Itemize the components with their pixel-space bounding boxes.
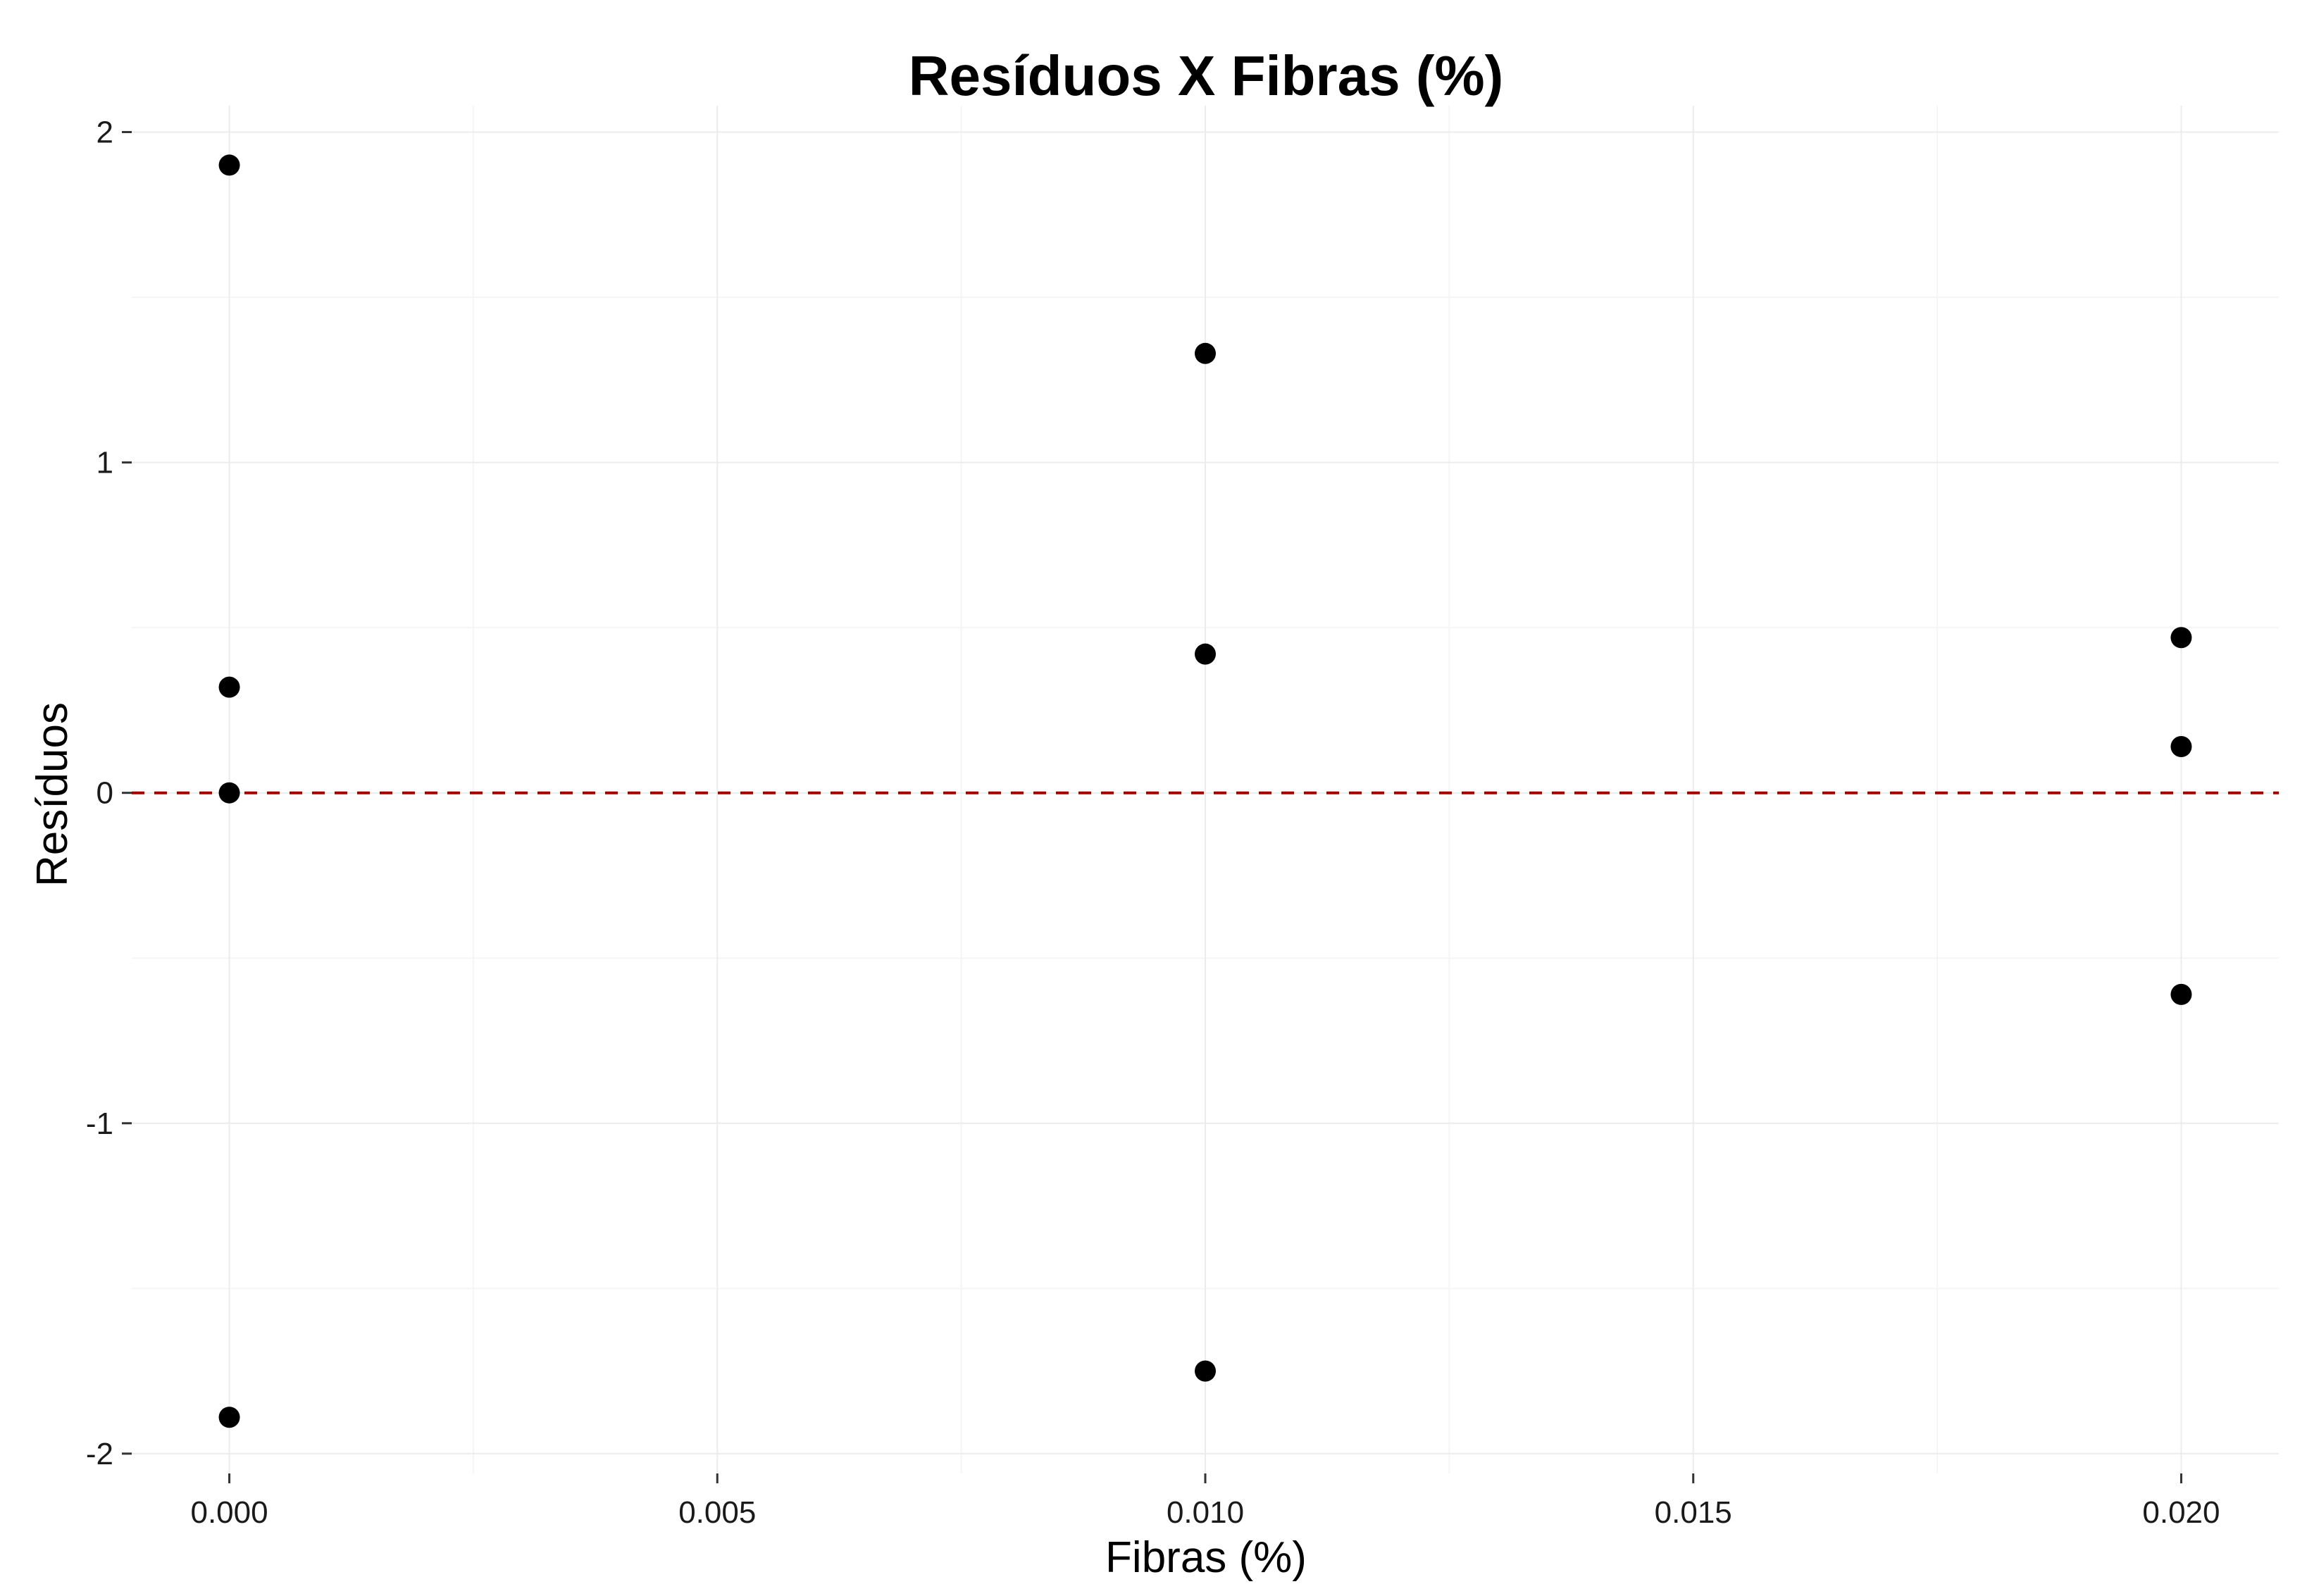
y-tick-label: 1 [97, 446, 113, 480]
x-axis-title: Fibras (%) [1105, 1533, 1307, 1582]
x-axis-ticks: 0.000 0.005 0.010 0.015 0.020 [190, 1473, 2220, 1530]
data-points [218, 154, 2192, 1428]
data-point [218, 782, 240, 804]
data-point [2170, 627, 2192, 649]
y-tick-label: -2 [86, 1437, 113, 1471]
y-tick-label: 0 [97, 776, 113, 811]
data-point [2170, 736, 2192, 758]
data-point [218, 1407, 240, 1428]
x-tick-label: 0.015 [1655, 1495, 1732, 1530]
data-point [2170, 983, 2192, 1005]
data-point [218, 676, 240, 698]
y-axis-title: Resíduos [28, 702, 77, 887]
y-axis-ticks: -2 -1 0 1 2 [86, 116, 132, 1471]
data-point [1195, 1360, 1216, 1382]
data-point [1195, 643, 1216, 665]
x-tick-label: 0.020 [2142, 1495, 2220, 1530]
y-tick-label: 2 [97, 116, 113, 150]
y-tick-label: -1 [86, 1106, 113, 1141]
x-tick-label: 0.010 [1167, 1495, 1244, 1530]
data-point [1195, 342, 1216, 364]
data-point [218, 154, 240, 176]
grid-lines [132, 106, 2279, 1473]
x-tick-label: 0.005 [678, 1495, 756, 1530]
x-tick-label: 0.000 [190, 1495, 268, 1530]
chart-title: Resíduos X Fibras (%) [909, 44, 1504, 107]
